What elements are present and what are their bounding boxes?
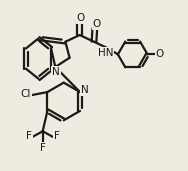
Text: O: O: [156, 49, 164, 59]
Text: O: O: [92, 19, 101, 29]
Text: HN: HN: [98, 48, 113, 58]
Text: Cl: Cl: [20, 89, 31, 98]
Text: F: F: [26, 131, 32, 141]
Text: F: F: [54, 131, 59, 141]
Text: O: O: [76, 13, 85, 23]
Text: N: N: [81, 85, 89, 95]
Text: N: N: [52, 67, 60, 77]
Text: F: F: [40, 143, 46, 153]
